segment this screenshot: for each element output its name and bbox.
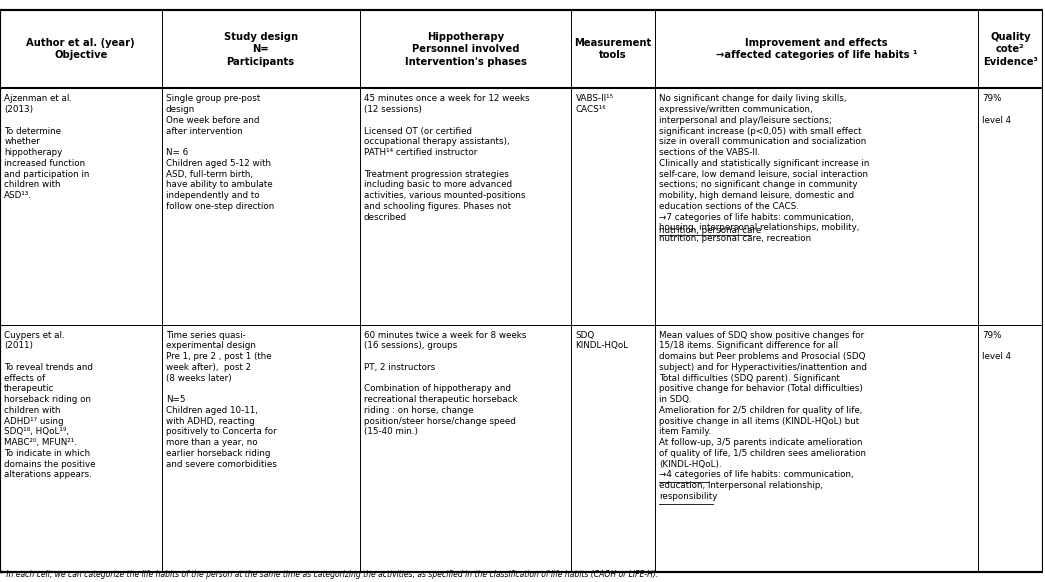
Text: SDQ
KINDL-HQoL: SDQ KINDL-HQoL <box>576 331 629 350</box>
Text: Author et al. (year)
Objective: Author et al. (year) Objective <box>26 38 135 61</box>
Text: 79%

level 4: 79% level 4 <box>982 94 1012 125</box>
Text: Cuypers et al.
(2011)

To reveal trends and
effects of
therapeutic
horseback rid: Cuypers et al. (2011) To reveal trends a… <box>4 331 96 480</box>
Text: Time series quasi-
experimental design
Pre 1, pre 2 , post 1 (the
week after),  : Time series quasi- experimental design P… <box>166 331 277 469</box>
Text: No significant change for daily living skills,
expressive/written communication,: No significant change for daily living s… <box>659 94 869 243</box>
Text: Ajzenman et al.
(2013)

To determine
whether
hippotherapy
increased function
and: Ajzenman et al. (2013) To determine whet… <box>4 94 90 200</box>
Text: 79%

level 4: 79% level 4 <box>982 331 1012 361</box>
Text: Measurement
tools: Measurement tools <box>575 38 652 61</box>
Text: nutrition, personal care: nutrition, personal care <box>659 226 761 235</box>
Text: Quality
cote²
Evidence³: Quality cote² Evidence³ <box>983 32 1038 66</box>
Text: 60 minutes twice a week for 8 weeks
(16 sessions), groups

PT, 2 instructors

Co: 60 minutes twice a week for 8 weeks (16 … <box>364 331 527 436</box>
Text: VABS-II¹⁵
CACS¹⁶: VABS-II¹⁵ CACS¹⁶ <box>576 94 613 114</box>
Text: Study design
N=
Participants: Study design N= Participants <box>224 32 298 66</box>
Text: Single group pre-post
design
One week before and
after intervention

N= 6
Childr: Single group pre-post design One week be… <box>166 94 274 211</box>
Text: Improvement and effects
→affected categories of life habits ¹: Improvement and effects →affected catego… <box>716 38 918 61</box>
Text: Hippotherapy
Personnel involved
Intervention's phases: Hippotherapy Personnel involved Interven… <box>404 32 527 66</box>
Text: Mean values of SDQ show positive changes for
15/18 items. Significant difference: Mean values of SDQ show positive changes… <box>659 331 867 501</box>
Text: 45 minutes once a week for 12 weeks
(12 sessions)

Licensed OT (or certified
occ: 45 minutes once a week for 12 weeks (12 … <box>364 94 530 222</box>
Text: * In each cell, we can categorize the life habits of the person at the same time: * In each cell, we can categorize the li… <box>0 570 658 579</box>
